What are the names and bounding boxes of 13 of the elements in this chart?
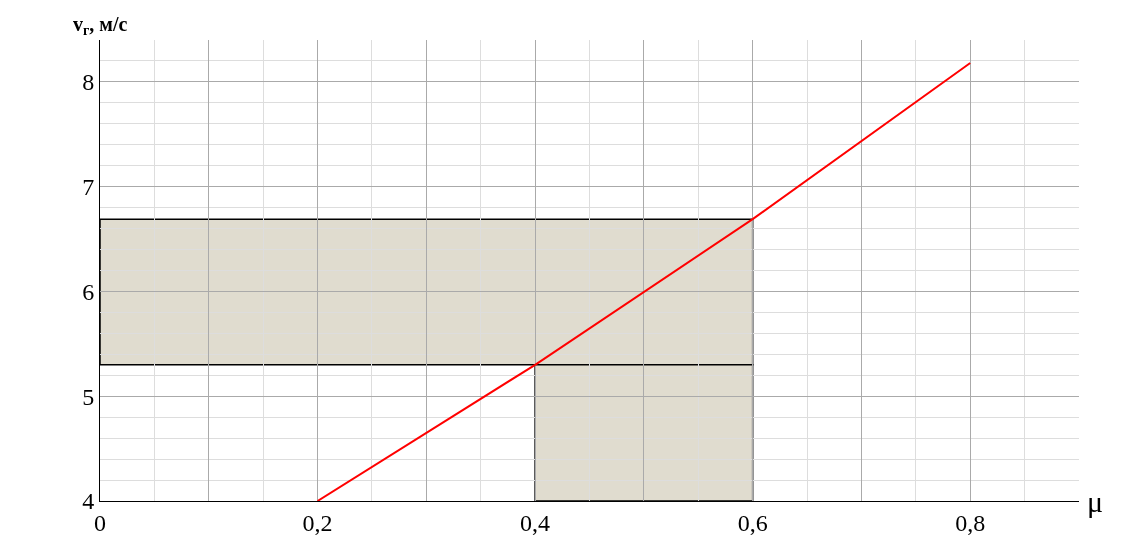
x-tick-label: 0 (94, 509, 106, 536)
y-tick-label: 4 (82, 488, 95, 515)
y-tick-label: 5 (82, 383, 95, 410)
y-axis-title: v$_{г}$, м/с (73, 13, 128, 39)
x-axis-title: μ (1087, 485, 1104, 518)
y-tick-label: 6 (82, 278, 95, 305)
y-tick-label: 7 (82, 174, 95, 201)
x-tick-label: 0,2 (302, 509, 333, 536)
line-series (316, 62, 972, 501)
x-tick-label: 0,6 (737, 509, 768, 536)
y-tick-label: 8 (82, 69, 95, 96)
x-tick-label: 0,8 (955, 509, 986, 536)
x-tick-label: 0,4 (520, 509, 551, 536)
